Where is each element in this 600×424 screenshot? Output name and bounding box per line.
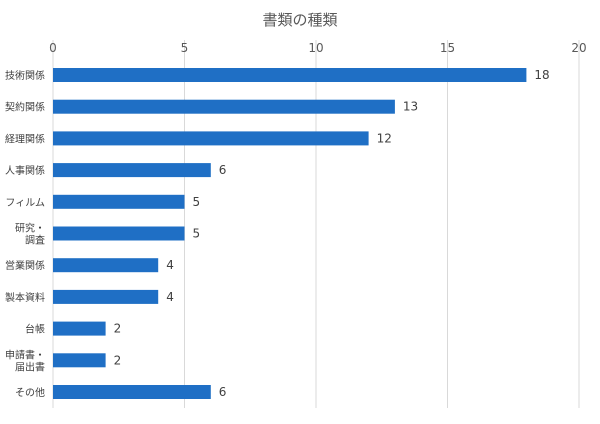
category-label: 製本資料 [5,291,45,304]
x-tick-label: 10 [308,41,323,55]
data-label: 2 [114,353,122,367]
category-label: 営業関係 [5,259,45,272]
data-label: 5 [193,227,201,241]
data-label: 12 [377,131,392,145]
bar [53,226,185,241]
grid-lines [52,40,580,408]
bar [53,258,159,273]
bar [53,289,159,304]
category-label: 技術関係 [5,69,45,82]
category-label: 申請書・ [5,348,45,361]
category-label: 届出書 [15,360,45,373]
data-label: 6 [219,163,227,177]
x-tick-label: 20 [571,41,586,55]
bar [53,353,106,368]
x-axis-ticks: 0 5 10 15 20 [49,41,586,55]
data-label: 5 [193,195,201,209]
category-label: 調査 [25,234,45,247]
x-tick-label: 0 [49,41,57,55]
bar [53,131,369,146]
bar [53,99,395,114]
bars [53,68,527,399]
category-labels: 技術関係契約関係経理関係人事関係フィルム研究・調査営業関係製本資料台帳申請書・届… [5,69,45,399]
data-label: 13 [403,100,418,114]
category-label: 経理関係 [5,132,45,145]
data-label: 4 [166,290,174,304]
chart-title: 書類の種類 [262,11,337,29]
data-label: 2 [114,322,122,336]
bar [53,194,185,209]
category-label: その他 [15,386,45,399]
category-label: フィルム [5,197,45,209]
data-labels: 18 13 12 6 5 5 4 4 2 2 6 [114,68,550,399]
category-label: 研究・ [15,222,45,235]
category-label: 契約関係 [5,101,45,114]
data-label: 4 [166,258,174,272]
bar [53,68,527,82]
category-label: 人事関係 [5,164,45,177]
bar [53,163,211,178]
data-label: 6 [219,385,227,399]
category-label: 台帳 [25,323,45,336]
x-tick-label: 15 [440,41,455,55]
bar [53,321,106,336]
x-tick-label: 5 [181,41,189,55]
bar [53,385,211,399]
data-label: 18 [534,68,549,82]
